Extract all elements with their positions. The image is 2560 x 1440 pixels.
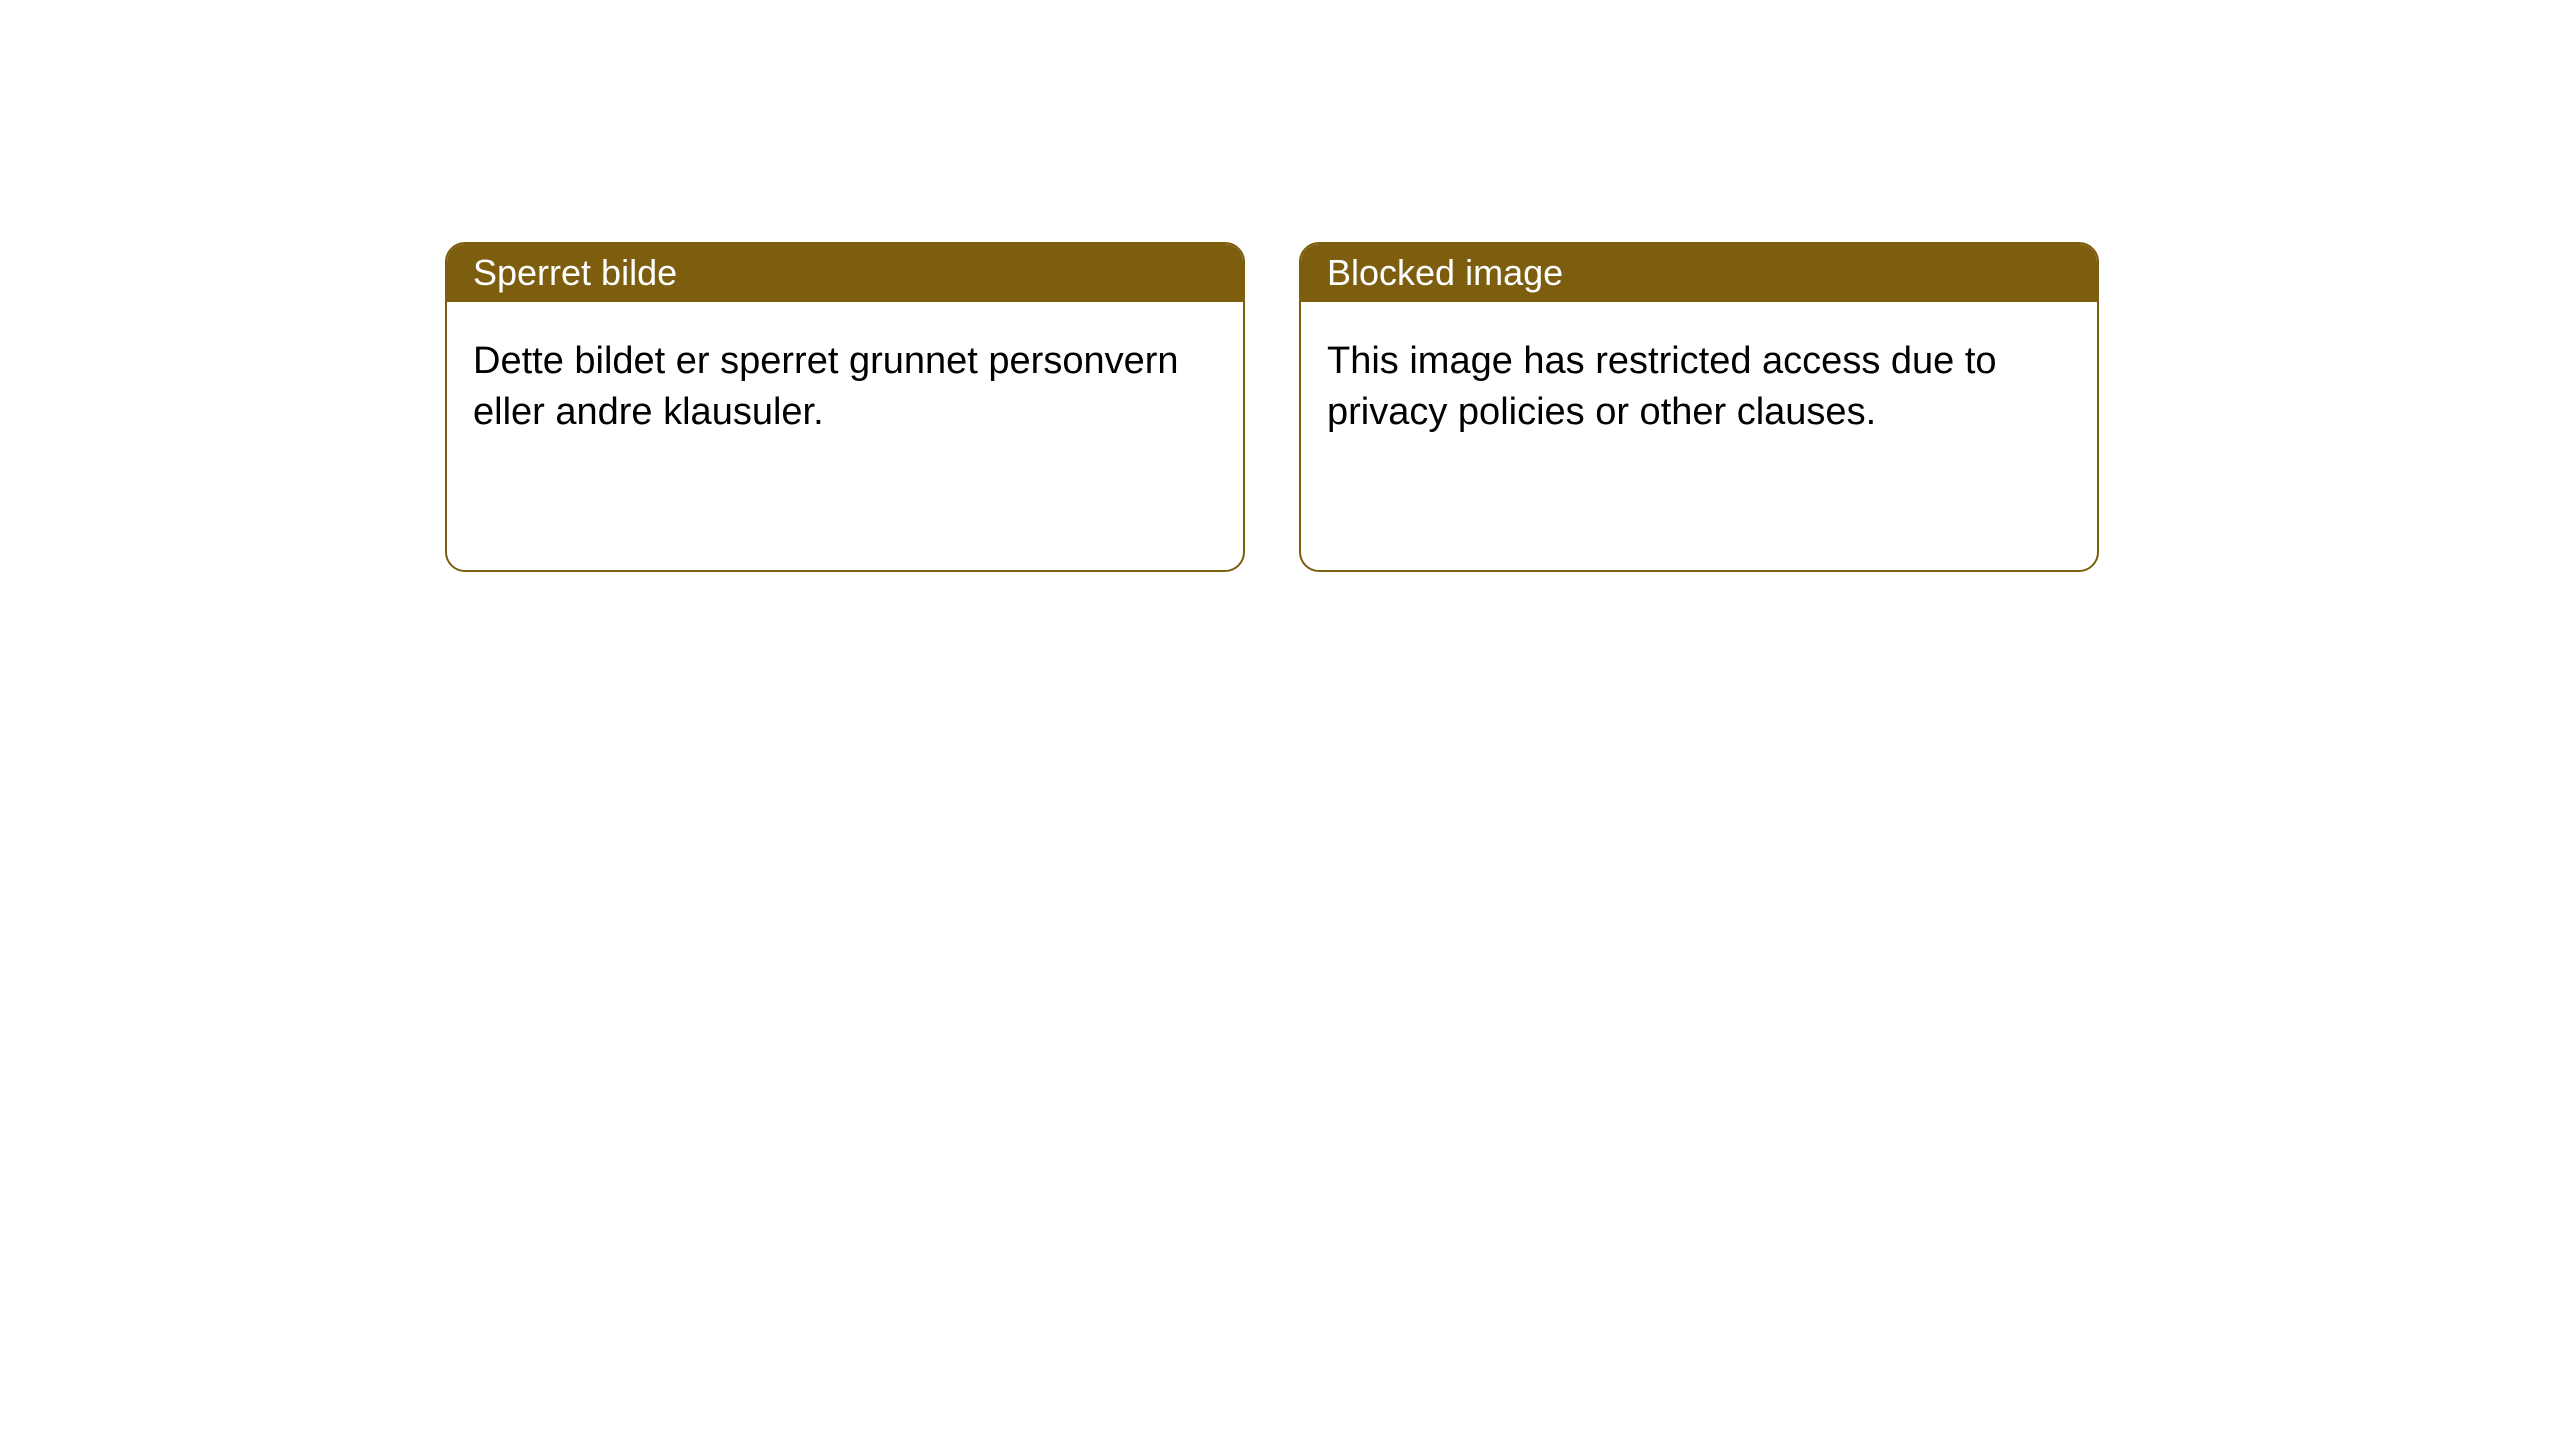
notice-card-english: Blocked image This image has restricted …: [1299, 242, 2099, 572]
card-body-text: Dette bildet er sperret grunnet personve…: [473, 340, 1179, 433]
card-header-title: Blocked image: [1327, 252, 1563, 293]
notice-cards-container: Sperret bilde Dette bildet er sperret gr…: [445, 242, 2099, 572]
card-body-text: This image has restricted access due to …: [1327, 340, 1997, 433]
notice-card-norwegian: Sperret bilde Dette bildet er sperret gr…: [445, 242, 1245, 572]
card-body: This image has restricted access due to …: [1301, 302, 2097, 473]
card-header: Blocked image: [1301, 244, 2097, 302]
card-header: Sperret bilde: [447, 244, 1243, 302]
card-body: Dette bildet er sperret grunnet personve…: [447, 302, 1243, 473]
card-header-title: Sperret bilde: [473, 252, 677, 293]
